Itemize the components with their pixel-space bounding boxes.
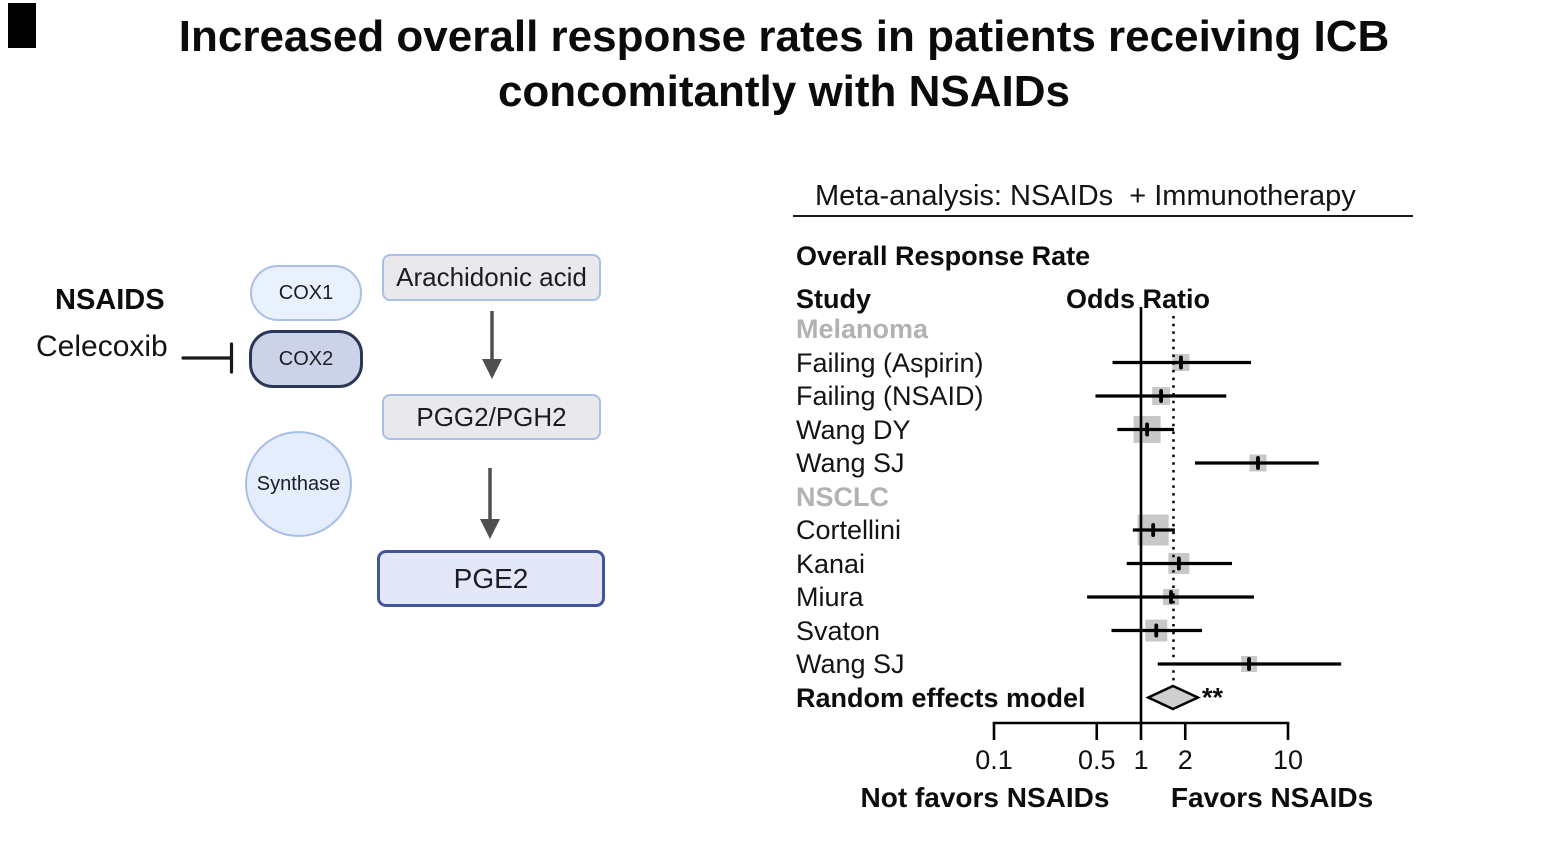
significance-marker: ** <box>1202 683 1224 713</box>
pathway-connectors <box>181 311 502 539</box>
celecoxib-label: Celecoxib <box>36 330 168 363</box>
corner-artifact <box>8 3 36 48</box>
node-cox2: COX2 <box>249 330 363 388</box>
group-label: NSCLC <box>796 481 889 512</box>
axis-tick-label: 2 <box>1178 745 1193 775</box>
axis-tick-label: 0.5 <box>1078 745 1116 775</box>
study-label: Kanai <box>796 548 866 579</box>
odds-ratio-heading: Odds Ratio <box>1066 284 1211 314</box>
study-column-heading: Study <box>796 284 872 314</box>
axis-tick-label: 0.1 <box>975 745 1013 775</box>
effect-center-tick <box>1159 389 1163 403</box>
effect-center-tick <box>1145 422 1149 437</box>
node-arachidonic-acid: Arachidonic acid <box>382 254 601 301</box>
favors-right-label: Favors NSAIDs <box>1170 782 1374 813</box>
study-label: Wang SJ <box>796 649 905 679</box>
forest-plot: 0.1 0.5 1 2 10 ** <box>975 307 1342 775</box>
group-label: Melanoma <box>796 314 929 344</box>
study-label: Miura <box>796 582 864 612</box>
page-title-line-1: Increased overall response rates in pati… <box>178 12 1390 61</box>
node-pgg2-pgh2: PGG2/PGH2 <box>382 394 601 440</box>
node-cox1: COX1 <box>250 265 362 321</box>
study-label: Svaton <box>796 615 881 646</box>
axis-tick-label: 1 <box>1133 745 1148 775</box>
outcome-heading: Overall Response Rate <box>796 241 1091 271</box>
node-synthase: Synthase <box>245 431 352 537</box>
node-pge2: PGE2 <box>377 550 605 607</box>
effect-center-tick <box>1256 456 1260 470</box>
effect-center-tick <box>1151 523 1156 537</box>
effect-center-tick <box>1154 623 1159 638</box>
effect-center-tick <box>1169 590 1173 604</box>
effect-center-tick <box>1176 556 1181 571</box>
meta-analysis-title: Meta-analysis: NSAIDs + Immunotherapy <box>815 180 1356 212</box>
study-label: Wang SJ <box>796 448 905 478</box>
study-label: Wang DY <box>796 414 911 445</box>
page-title: Increased overall response rates in pati… <box>0 9 1568 119</box>
nsaids-group-label: NSAIDS <box>55 284 165 316</box>
effect-center-tick <box>1247 657 1251 671</box>
summary-diamond <box>1145 684 1201 711</box>
inhibition-icon <box>181 342 234 374</box>
axis-tick-label: 10 <box>1273 745 1303 775</box>
effect-center-tick <box>1179 355 1183 370</box>
study-label: Cortellini <box>796 515 902 545</box>
down-arrow-icon <box>480 468 500 539</box>
page-title-line-2: concomitantly with NSAIDs <box>497 67 1071 116</box>
down-arrow-icon <box>482 311 502 379</box>
meta-title-underline <box>793 215 1413 217</box>
favors-left-label: Not favors NSAIDs <box>860 782 1110 813</box>
